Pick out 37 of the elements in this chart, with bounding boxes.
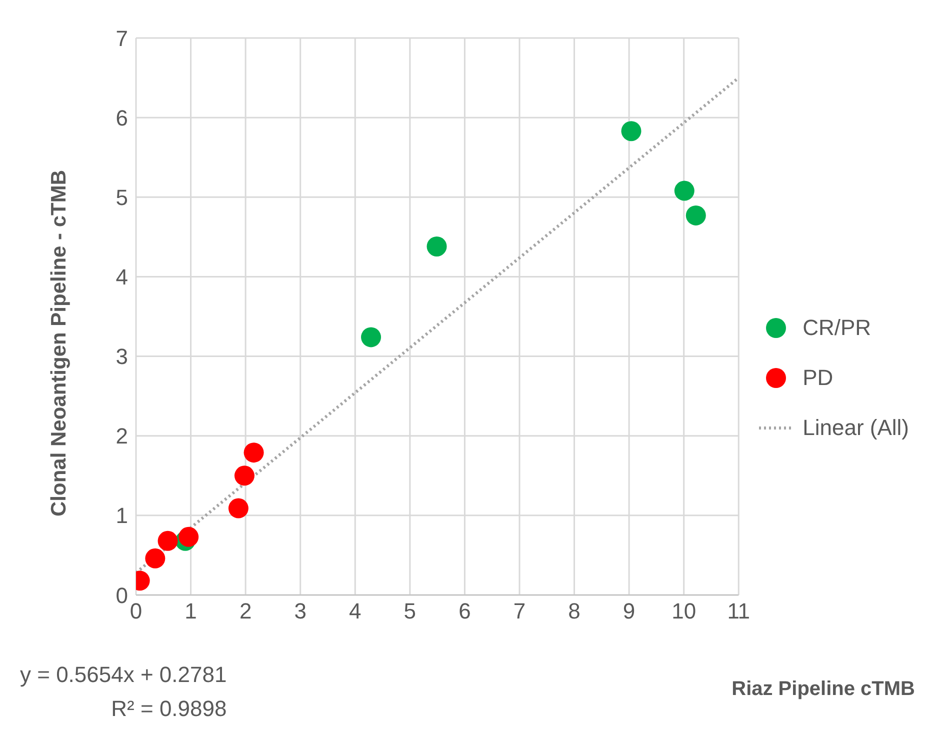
x-tick-label: 9 (622, 598, 636, 624)
point (686, 205, 706, 226)
y-tick-label: 2 (116, 424, 128, 449)
y-tick-label: 5 (116, 184, 128, 210)
legend-label: CR/PR (802, 315, 872, 341)
text: y = 0.5654x + 0.2781 (20, 661, 227, 689)
point (234, 466, 254, 486)
point (178, 526, 199, 547)
x-tick-label: 3 (294, 598, 306, 624)
point (244, 442, 264, 463)
y-tick-label: 7 (116, 26, 128, 51)
y-tick-label: 1 (116, 503, 128, 528)
legend-label: PD (802, 365, 834, 391)
point (228, 498, 248, 518)
x-tick-label: 6 (458, 598, 471, 624)
x-axis-title: Riaz Pipeline cTMB (732, 678, 915, 701)
y-tick-label: 0 (116, 582, 128, 608)
x-tick-label: 5 (404, 598, 416, 624)
point (158, 530, 178, 551)
x-tick-label: 8 (568, 598, 580, 624)
x-tick-label: 4 (349, 598, 362, 624)
x-tick-label: 2 (239, 598, 252, 624)
x-tick-label: 10 (672, 598, 696, 624)
x-tick-label: 1 (184, 598, 197, 624)
point (674, 180, 694, 201)
point (426, 236, 447, 256)
x-tick-label: 7 (513, 598, 526, 624)
y-tick-label: 3 (116, 344, 128, 370)
text: R² = 0.9898 (110, 695, 227, 723)
y-tick-label: 6 (116, 105, 128, 130)
y-axis-title: Clonal Neoantigen Pipeline - cTMB (47, 170, 70, 516)
point (621, 121, 642, 142)
legend-label: Linear (All) (802, 415, 909, 441)
x-tick-label: 11 (727, 598, 750, 624)
point (145, 548, 166, 568)
y-tick-label: 4 (116, 264, 128, 290)
point (361, 327, 382, 348)
